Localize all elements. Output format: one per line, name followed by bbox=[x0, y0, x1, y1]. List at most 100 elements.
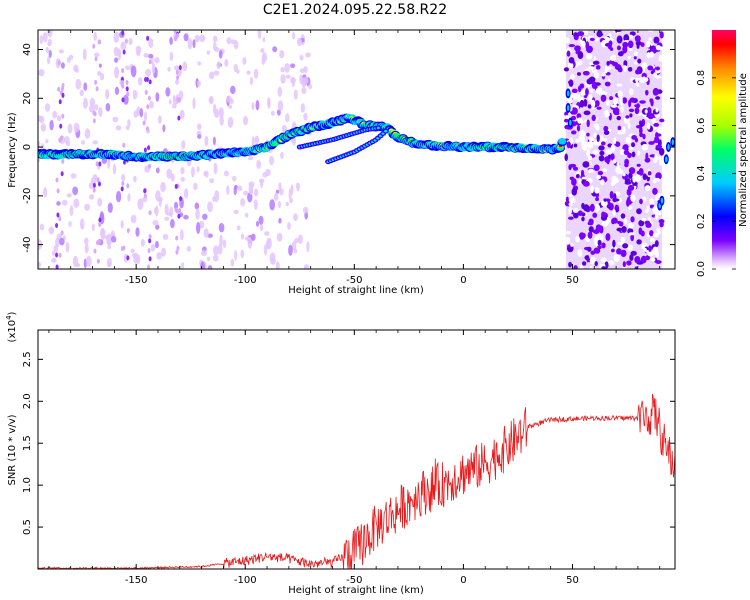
heatmap-speckle bbox=[40, 123, 47, 132]
heatmap-speckle bbox=[107, 202, 113, 214]
heatmap-speckle bbox=[234, 184, 238, 189]
noise-band-speckle bbox=[641, 76, 646, 81]
heatmap-speckle bbox=[83, 97, 88, 109]
heatmap-speckle bbox=[260, 48, 265, 54]
heatmap-speckle bbox=[294, 237, 299, 244]
noise-band-speckle bbox=[654, 240, 659, 248]
heatmap-speckle bbox=[126, 91, 130, 97]
heatmap-speckle bbox=[285, 113, 290, 123]
noise-band-speckle bbox=[628, 223, 634, 229]
noise-band-speckle bbox=[657, 156, 662, 161]
spectrogram-ticks: -150 -100 -50 0 50 -40 -20 0 20 40 bbox=[22, 30, 675, 286]
heatmap-speckle bbox=[110, 236, 117, 243]
noise-band-speckle bbox=[584, 119, 588, 123]
noise-band-speckle bbox=[569, 73, 575, 80]
noise-band-speckle bbox=[577, 31, 585, 37]
heatmap-speckle bbox=[167, 66, 171, 72]
noise-band-speckle bbox=[616, 45, 622, 51]
colorbar-tick-label: 0.8 bbox=[696, 70, 707, 86]
heatmap-speckle bbox=[39, 116, 45, 124]
heatmap-speckle bbox=[251, 102, 255, 110]
noise-band-speckle bbox=[587, 246, 592, 252]
noise-band-speckle bbox=[569, 163, 577, 168]
heatmap-speckle bbox=[285, 201, 289, 207]
heatmap-speckle bbox=[169, 36, 173, 46]
heatmap-speckle bbox=[230, 85, 236, 95]
heatmap-speckle bbox=[290, 184, 294, 196]
heatmap-speckle bbox=[72, 255, 79, 268]
noise-band-speckle bbox=[583, 99, 588, 107]
noise-band-speckle bbox=[566, 141, 571, 149]
noise-band-speckle bbox=[623, 34, 630, 42]
heatmap-speckle bbox=[196, 166, 200, 173]
noise-band-speckle bbox=[578, 60, 583, 66]
noise-band-speckle bbox=[568, 207, 572, 215]
heatmap-speckle bbox=[234, 249, 238, 261]
noise-band-speckle bbox=[592, 212, 598, 218]
noise-band-speckle bbox=[636, 208, 642, 215]
heatmap-speckle bbox=[207, 201, 213, 213]
noise-band-speckle bbox=[613, 193, 617, 201]
noise-band-speckle bbox=[600, 257, 608, 263]
noise-band-speckle bbox=[607, 260, 615, 266]
noise-band-speckle bbox=[634, 35, 641, 43]
noise-band-speckle bbox=[624, 218, 628, 225]
heatmap-speckle bbox=[192, 39, 196, 49]
snr-series-line bbox=[38, 394, 675, 569]
noise-band-speckle bbox=[597, 239, 602, 246]
heatmap-speckle bbox=[269, 199, 276, 211]
heatmap-speckle bbox=[106, 257, 112, 268]
noise-band-speckle bbox=[568, 202, 573, 207]
heatmap-speckle bbox=[100, 229, 105, 241]
heatmap-speckle bbox=[158, 196, 162, 207]
noise-band-speckle bbox=[640, 230, 645, 237]
noise-band-speckle bbox=[586, 78, 593, 85]
heatmap-speckle bbox=[301, 87, 307, 95]
heatmap-speckle bbox=[230, 258, 235, 267]
heatmap-speckle bbox=[113, 66, 120, 79]
noise-band-speckle bbox=[611, 217, 618, 224]
heatmap-speckle bbox=[267, 98, 271, 109]
noise-band-speckle bbox=[570, 107, 578, 115]
heatmap-speckle bbox=[112, 116, 119, 123]
heatmap-speckle bbox=[301, 77, 307, 88]
noise-band-speckle bbox=[596, 32, 604, 37]
heatmap-speckle bbox=[59, 237, 65, 246]
y-tick-label: 2.5 bbox=[22, 351, 33, 367]
heatmap-speckle bbox=[176, 208, 180, 214]
heatmap-speckle bbox=[97, 238, 101, 244]
noise-band-speckle bbox=[593, 164, 600, 172]
heatmap-speckle bbox=[61, 158, 65, 164]
heatmap-speckle bbox=[65, 241, 70, 253]
noise-band-speckle bbox=[628, 172, 633, 179]
y-tick-label: -20 bbox=[22, 188, 33, 204]
heatmap-speckle bbox=[122, 49, 126, 55]
heatmap-speckle bbox=[206, 256, 211, 262]
heatmap-speckle bbox=[255, 220, 260, 227]
noise-band-speckle bbox=[659, 147, 665, 156]
heatmap-speckle bbox=[257, 30, 262, 39]
heatmap-speckle bbox=[303, 264, 310, 269]
noise-band-speckle bbox=[621, 225, 627, 233]
heatmap-speckle bbox=[296, 186, 300, 192]
noise-band-speckle bbox=[610, 104, 618, 108]
noise-band-speckle bbox=[654, 210, 662, 216]
heatmap-speckle bbox=[98, 221, 102, 227]
noise-band-speckle bbox=[642, 133, 646, 140]
heatmap-speckle bbox=[228, 104, 233, 109]
heatmap-speckle bbox=[176, 97, 180, 103]
noise-band-speckle bbox=[575, 235, 580, 243]
heatmap-speckle bbox=[49, 119, 54, 131]
noise-band-speckle bbox=[603, 130, 610, 136]
noise-band-speckle bbox=[596, 134, 600, 143]
noise-band-speckle bbox=[606, 60, 610, 66]
heatmap-speckle bbox=[124, 38, 128, 44]
heatmap-speckle bbox=[255, 99, 260, 111]
heatmap-speckle bbox=[292, 32, 296, 40]
noise-band-speckle bbox=[571, 188, 577, 196]
noise-band-speckle bbox=[640, 42, 645, 48]
heatmap-speckle bbox=[60, 171, 64, 177]
heatmap-speckle bbox=[55, 237, 60, 248]
heatmap-speckle bbox=[58, 252, 62, 258]
heatmap-speckle bbox=[147, 53, 154, 59]
